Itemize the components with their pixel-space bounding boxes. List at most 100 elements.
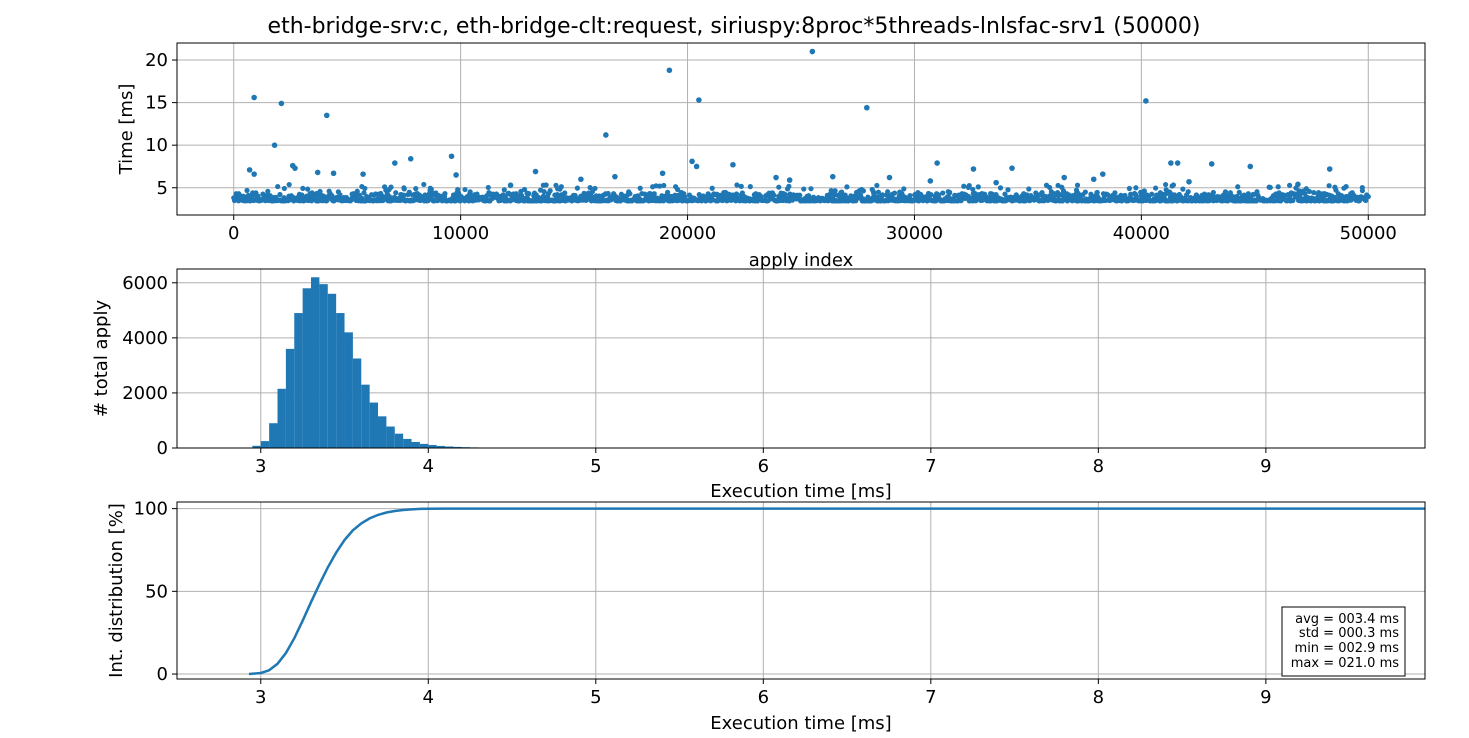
scatter-outlier-20	[730, 161, 736, 168]
scatter-point-upper-34	[1039, 190, 1045, 196]
scatter-point-upper-193	[574, 185, 581, 191]
cdf-ytick-label-0: 0	[157, 664, 168, 685]
scatter-point-upper-62	[1276, 190, 1282, 196]
hist-bar-11	[336, 313, 345, 448]
scatter-point-upper-217	[430, 190, 436, 196]
scatter-point-upper-211	[828, 187, 834, 194]
scatter-point-upper-143	[1300, 188, 1306, 194]
scatter-point-698	[797, 192, 803, 198]
cdf-ytick-label-1: 50	[145, 581, 168, 602]
scatter-point-upper-159	[871, 190, 877, 197]
scatter-point-upper-52	[1315, 190, 1322, 196]
hist-bar-7	[302, 288, 312, 448]
scatter-outlier-30	[1174, 160, 1181, 166]
scatter-outlier-32	[1247, 163, 1254, 170]
scatter-outlier-38	[886, 174, 893, 181]
scatter-point-upper-93	[1163, 181, 1169, 188]
scatter-point-800	[879, 192, 886, 198]
scatter-outlier-22	[864, 104, 870, 111]
scatter-point-620	[733, 191, 740, 197]
scatter-point-upper-140	[966, 182, 972, 189]
cdf-panel: 3 4 5 6 7 8 9 0 50 100 Execution time [ms] Int. dis…	[106, 499, 1426, 734]
scatter-point-1197	[1201, 191, 1208, 197]
scatter-point-upper-215	[1141, 188, 1147, 194]
scatter-point-upper-125	[776, 184, 782, 190]
hist-xtick-label-0: 3	[255, 456, 266, 477]
scatter-point-upper-157	[627, 191, 633, 197]
scatter-point-951	[1002, 191, 1008, 197]
scatter-point-upper-192	[769, 190, 776, 196]
hist-ytick-label-1: 2000	[122, 383, 168, 404]
scatter-outlier-0	[251, 94, 257, 101]
scatter-xtick-label-5: 50000	[1340, 223, 1397, 244]
scatter-outlier-25	[1009, 165, 1015, 171]
scatter-point-upper-174	[1064, 191, 1070, 197]
hist-frame	[176, 268, 1426, 449]
scatter-point-upper-209	[975, 184, 981, 190]
scatter-point-upper-219	[1180, 186, 1186, 192]
scatter-point-upper-180	[786, 183, 792, 189]
hist-bar-25	[453, 446, 462, 448]
scatter-outlier-7	[292, 165, 298, 171]
scatter-point-834	[907, 193, 913, 199]
scatter-point-upper-123	[1131, 190, 1138, 197]
scatter-point-upper-150	[545, 190, 552, 197]
scatter-point-upper-105	[526, 190, 532, 197]
scatter-point-upper-169	[639, 190, 645, 197]
scatter-point-upper-21	[1005, 187, 1011, 193]
scatter-point-upper-33	[1133, 185, 1139, 191]
scatter-point-upper-202	[251, 191, 257, 197]
scatter-point-upper-82	[1254, 189, 1260, 195]
scatter-point-upper-15	[531, 190, 538, 196]
scatter-point-upper-92	[1100, 191, 1107, 197]
scatter-point-upper-177	[925, 190, 932, 197]
scatter-point-1106	[1128, 191, 1134, 197]
scatter-point-upper-65	[413, 186, 419, 192]
scatter-outlier-13	[453, 172, 459, 178]
hist-ytick-label-0: 0	[157, 438, 168, 459]
scatter-point-upper-58	[673, 184, 679, 190]
scatter-outlier-29	[1168, 160, 1174, 166]
scatter-point-upper-187	[486, 189, 492, 196]
scatter-xtick-label-1: 10000	[432, 223, 489, 244]
scatter-xtick-label-3: 30000	[886, 223, 943, 244]
hist-ytick-label-3: 6000	[122, 273, 168, 294]
scatter-point-upper-57	[414, 190, 421, 197]
scatter-point-upper-183	[1185, 189, 1191, 195]
hist-bar-14	[361, 384, 370, 448]
scatter-point-upper-55	[485, 184, 491, 191]
scatter-point-upper-73	[1236, 189, 1242, 195]
scatter-point-upper-155	[1296, 188, 1302, 194]
scatter-point-upper-189	[244, 187, 250, 194]
scatter-point-upper-161	[1051, 191, 1057, 197]
scatter-point-upper-87	[378, 190, 384, 197]
scatter-point-1399	[1365, 194, 1371, 200]
scatter-outlier-16	[666, 67, 673, 74]
scatter-point-upper-43	[838, 190, 844, 196]
hist-bar-16	[378, 416, 387, 448]
scatter-outlier-40	[659, 170, 666, 177]
scatter-outlier-2	[271, 142, 278, 148]
scatter-point-upper-14	[335, 189, 341, 195]
scatter-outlier-1	[278, 100, 285, 107]
scatter-point-upper-126	[442, 190, 448, 197]
hist-bar-6	[294, 313, 303, 448]
scatter-point-upper-199	[1341, 185, 1347, 191]
scatter-point-upper-208	[462, 186, 468, 193]
scatter-point-upper-182	[555, 186, 561, 192]
hist-bar-12	[344, 332, 353, 448]
scatter-outlier-5	[251, 171, 257, 177]
scatter-outlier-41	[786, 177, 793, 183]
scatter-point-upper-106	[1170, 182, 1177, 188]
scatter-point-upper-0	[1112, 190, 1118, 196]
cdf-xtick-label-0: 3	[255, 687, 266, 708]
scatter-point-upper-107	[1074, 182, 1081, 188]
hist-xtick-label-4: 7	[925, 456, 936, 477]
scatter-point-upper-203	[844, 184, 850, 190]
scatter-point-upper-76	[585, 190, 592, 196]
hist-xtick-label-3: 6	[758, 456, 769, 477]
hist-bar-20	[411, 441, 420, 448]
scatter-point-upper-102	[1163, 187, 1169, 193]
scatter-ytick-label-2: 15	[145, 93, 168, 114]
scatter-point-897	[958, 198, 964, 204]
